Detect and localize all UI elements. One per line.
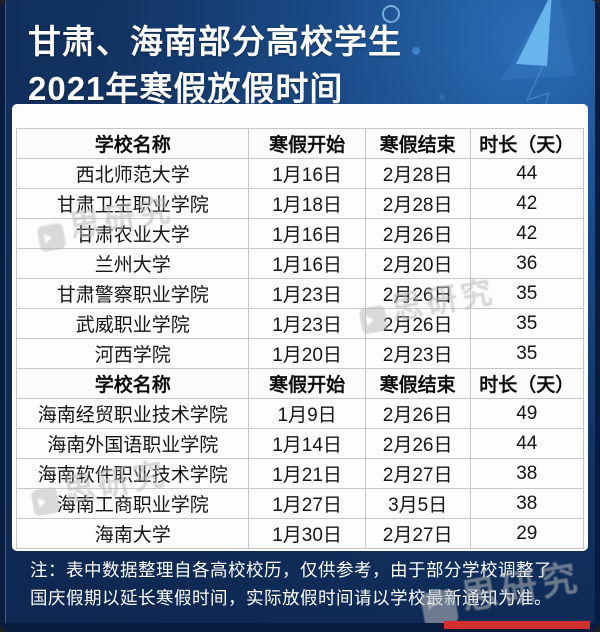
cell-school: 海南软件职业技术学院: [15, 458, 250, 489]
cell-school: 兰州大学: [15, 248, 250, 279]
table-row: 甘肃卫生职业学院 1月18日 2月28日 42: [15, 188, 585, 219]
table-row: 海南工商职业学院 1月27日 3月5日 38: [15, 488, 585, 519]
table-row: 海南软件职业技术学院 1月21日 2月27日 38: [15, 458, 585, 489]
table-header-row: 学校名称 寒假开始 寒假结束 时长（天）: [15, 368, 585, 399]
footnote-line-2: 国庆假期以延长寒假时间，实际放假时间请以学校最新通知为准。: [30, 588, 552, 608]
cell-end: 2月26日: [364, 218, 471, 249]
cell-end: 2月26日: [364, 428, 471, 459]
cell-end: 2月28日: [364, 158, 471, 189]
cell-days: 35: [469, 338, 585, 369]
table-panel: 学校名称 寒假开始 寒假结束 时长（天） 西北师范大学 1月16日 2月28日 44 甘肃卫生职…: [12, 104, 588, 551]
cell-days: 38: [469, 458, 585, 489]
cell-days: 36: [469, 248, 585, 279]
column-header: 学校名称: [15, 368, 250, 399]
cell-start: 1月16日: [248, 248, 366, 279]
dot-icon: [412, 47, 420, 55]
table-row: 兰州大学 1月16日 2月20日 36: [15, 248, 585, 279]
cell-days: 44: [469, 158, 585, 189]
cell-school: 河西学院: [15, 338, 250, 369]
cell-school: 海南经贸职业技术学院: [15, 398, 250, 429]
cell-days: 38: [469, 488, 585, 519]
column-header: 时长（天）: [469, 128, 585, 159]
cell-days: 35: [469, 278, 585, 309]
frame-bottom-edge: [0, 623, 600, 632]
column-header: 寒假结束: [364, 368, 471, 399]
cell-end: 2月26日: [364, 308, 471, 339]
cell-days: 35: [469, 308, 585, 339]
table-row: 甘肃农业大学 1月16日 2月26日 42: [15, 218, 585, 249]
cell-school: 甘肃警察职业学院: [15, 278, 250, 309]
cell-end: 2月27日: [364, 518, 471, 549]
frame-right-edge: [595, 0, 600, 632]
cell-start: 1月27日: [248, 488, 366, 519]
title-line-2: 2021年寒假放假时间: [28, 70, 344, 107]
cell-start: 1月20日: [248, 338, 366, 369]
cell-end: 2月28日: [364, 188, 471, 219]
cell-end: 2月26日: [364, 278, 471, 309]
table-row: 武威职业学院 1月23日 2月26日 35: [15, 308, 585, 339]
cell-start: 1月9日: [248, 398, 366, 429]
red-accent-bar: [444, 621, 590, 629]
frame-left-edge: [0, 0, 6, 632]
column-header: 寒假结束: [364, 128, 471, 159]
cell-end: 2月26日: [364, 398, 471, 429]
column-header: 时长（天）: [469, 368, 585, 399]
column-header: 学校名称: [15, 128, 250, 159]
cell-end: 3月5日: [364, 488, 471, 519]
arrow-triangle-icon: [516, 0, 552, 66]
cell-start: 1月23日: [248, 308, 366, 339]
cell-days: 29: [469, 518, 585, 549]
column-header: 寒假开始: [248, 128, 366, 159]
column-header: 寒假开始: [248, 368, 366, 399]
vacation-table-body: 学校名称 寒假开始 寒假结束 时长（天） 西北师范大学 1月16日 2月28日 44 甘肃卫生职…: [15, 128, 585, 549]
cell-start: 1月14日: [248, 428, 366, 459]
vacation-table: 学校名称 寒假开始 寒假结束 时长（天） 西北师范大学 1月16日 2月28日 44 甘肃卫生职…: [15, 128, 585, 549]
table-row: 海南外国语职业学院 1月14日 2月26日 44: [15, 428, 585, 459]
poster-title: 甘肃、海南部分高校学生 2021年寒假放假时间: [28, 18, 402, 112]
table-row: 海南大学 1月30日 2月27日 29: [15, 518, 585, 549]
cell-school: 海南外国语职业学院: [15, 428, 250, 459]
cell-end: 2月20日: [364, 248, 471, 279]
cell-school: 海南大学: [15, 518, 250, 549]
table-header-row: 学校名称 寒假开始 寒假结束 时长（天）: [15, 128, 585, 159]
cell-start: 1月23日: [248, 278, 366, 309]
table-row: 河西学院 1月20日 2月23日 35: [15, 338, 585, 369]
cell-school: 甘肃农业大学: [15, 218, 250, 249]
arrow-dark-triangle-icon: [549, 0, 572, 66]
cell-school: 西北师范大学: [15, 158, 250, 189]
footnote-line-1: 注：表中数据整理自各高校校历，仅供参考，由于部分学校调整了: [30, 560, 552, 580]
table-row: 甘肃警察职业学院 1月23日 2月26日 35: [15, 278, 585, 309]
cell-school: 甘肃卫生职业学院: [15, 188, 250, 219]
dot-icon: [439, 94, 445, 100]
cell-start: 1月18日: [248, 188, 366, 219]
arrow-shadow-triangle-icon: [500, 0, 576, 80]
cell-end: 2月27日: [364, 458, 471, 489]
cell-days: 49: [469, 398, 585, 429]
cell-start: 1月16日: [248, 158, 366, 189]
cell-end: 2月23日: [364, 338, 471, 369]
cell-days: 44: [469, 428, 585, 459]
cell-days: 42: [469, 188, 585, 219]
cell-start: 1月21日: [248, 458, 366, 489]
cell-school: 海南工商职业学院: [15, 488, 250, 519]
table-row: 西北师范大学 1月16日 2月28日 44: [15, 158, 585, 189]
cell-start: 1月30日: [248, 518, 366, 549]
footnote: 注：表中数据整理自各高校校历，仅供参考，由于部分学校调整了 国庆假期以延长寒假时…: [30, 556, 575, 612]
cell-school: 武威职业学院: [15, 308, 250, 339]
cell-start: 1月16日: [248, 218, 366, 249]
cell-days: 42: [469, 218, 585, 249]
title-line-1: 甘肃、海南部分高校学生: [28, 23, 402, 60]
table-row: 海南经贸职业技术学院 1月9日 2月26日 49: [15, 398, 585, 429]
